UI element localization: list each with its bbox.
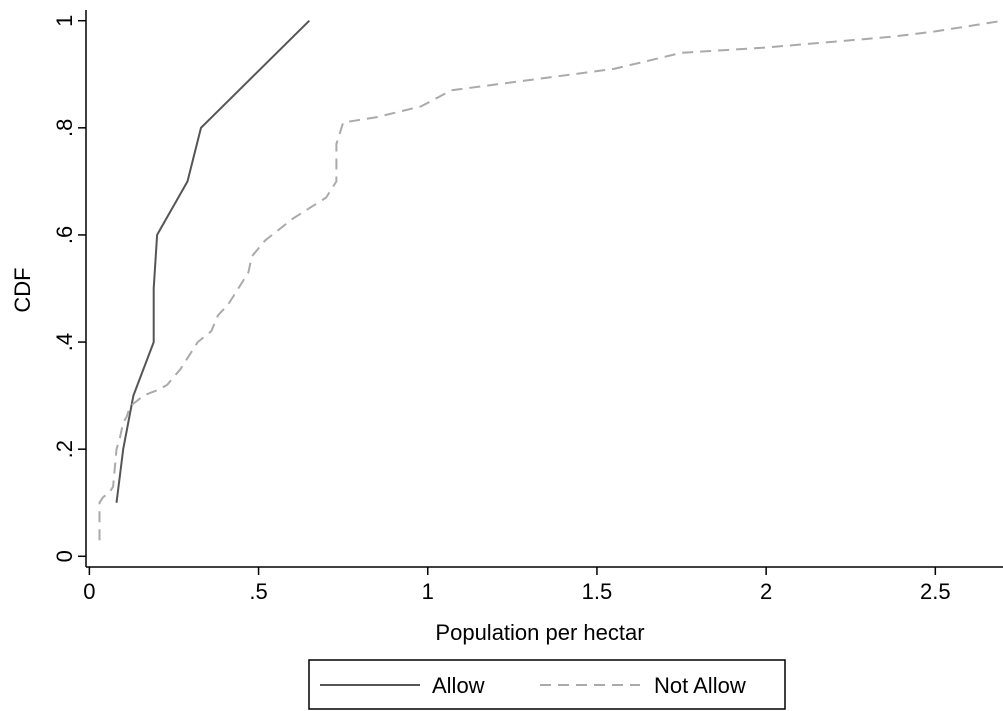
x-tick-label: 2.5	[920, 579, 951, 604]
x-tick-label: 1.5	[582, 579, 613, 604]
series-layer	[98, 19, 1003, 541]
series-line-not-allow	[98, 19, 1003, 541]
x-tick-label: 1	[422, 579, 434, 604]
y-tick-label: 1	[52, 15, 77, 27]
axes: 0 .5 1 1.5 2 2.5 0 .2 .4 .6 .8 1	[52, 10, 1003, 604]
y-tick-label: 0	[52, 550, 77, 562]
y-tick-label: .2	[52, 440, 77, 458]
legend-label-not-allow: Not Allow	[654, 673, 746, 698]
x-tick-label: 0	[83, 579, 95, 604]
y-tick-label: .4	[52, 333, 77, 351]
x-tick-label: 2	[760, 579, 772, 604]
legend-label-allow: Allow	[432, 673, 485, 698]
x-tick-label: .5	[249, 579, 267, 604]
legend: Allow Not Allow	[308, 659, 786, 710]
y-axis-title: CDF	[10, 267, 35, 312]
series-line-allow	[115, 19, 311, 503]
x-axis-title: Population per hectar	[435, 620, 644, 645]
y-tick-label: .6	[52, 226, 77, 244]
y-tick-label: .8	[52, 119, 77, 137]
